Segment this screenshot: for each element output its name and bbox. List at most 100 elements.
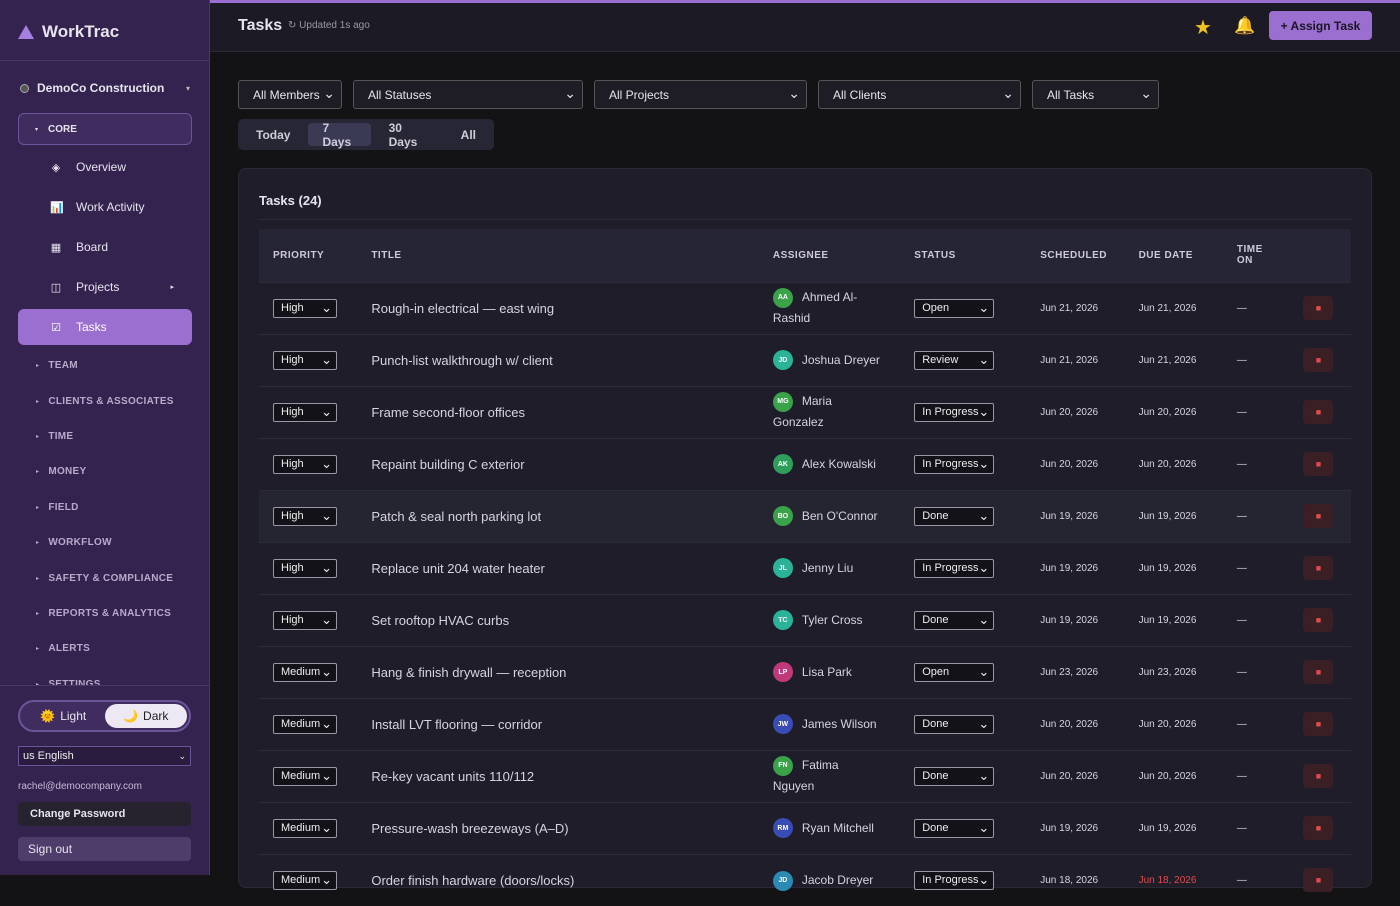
scheduled: Jun 21, 2026	[1026, 281, 1125, 334]
nav-section[interactable]: ▸ TIME	[0, 419, 210, 454]
theme-light[interactable]: 🌞 Light	[40, 709, 87, 723]
filter-select[interactable]: All Tasks	[1032, 80, 1159, 109]
org-switcher[interactable]: DemoCo Construction ▾	[20, 81, 190, 95]
nav-item[interactable]: ▦ Board	[18, 229, 192, 265]
delete-button[interactable]: ■	[1303, 868, 1334, 893]
delete-button[interactable]: ■	[1303, 816, 1334, 840]
status-select[interactable]: Done	[914, 818, 995, 838]
assignee: MG Maria Gonzalez	[772, 391, 883, 433]
delete-button[interactable]: ■	[1303, 452, 1334, 476]
change-password[interactable]: Change Password	[18, 802, 191, 826]
assignee-name: Fatima Nguyen	[772, 758, 839, 793]
column-header: PRIORITY	[259, 229, 358, 282]
tasks-table: PRIORITY TITLE ASSIGNEE STATUS SCHEDULED DUE …	[259, 229, 1351, 906]
nav-section[interactable]: ▸ WORKFLOW	[0, 525, 210, 560]
cell: Done	[900, 593, 1027, 646]
due-date: Jun 19, 2026	[1124, 541, 1223, 594]
task-title: Install LVT flooring — corridor	[357, 697, 759, 750]
range-tab[interactable]: 30 Days	[388, 120, 418, 149]
nav-section[interactable]: ▸ MONEY	[0, 454, 210, 489]
delete-button[interactable]: ■	[1303, 712, 1334, 736]
priority-select[interactable]: Medium	[273, 870, 337, 890]
nav-section[interactable]: ▸ TEAM	[0, 348, 210, 383]
section-icon: ▸	[36, 681, 40, 685]
priority-select[interactable]: High	[273, 610, 337, 630]
cell: TC Tyler Cross	[758, 593, 901, 646]
priority-select[interactable]: High	[273, 402, 337, 422]
range-tab[interactable]: All	[460, 127, 476, 142]
nav-section[interactable]: ▸ FIELD	[0, 490, 210, 525]
cell: ■	[1289, 593, 1351, 646]
nav-label: Projects	[76, 280, 120, 294]
nav-section[interactable]: ▸ SETTINGS	[0, 667, 210, 685]
priority-select[interactable]: Medium	[273, 714, 337, 734]
nav-item[interactable]: 📊 Work Activity	[18, 189, 192, 225]
priority-select[interactable]: Medium	[273, 662, 337, 682]
section-icon: ▸	[36, 433, 40, 440]
priority-select[interactable]: Medium	[273, 766, 337, 786]
priority-select[interactable]: Medium	[273, 818, 337, 838]
delete-button[interactable]: ■	[1303, 556, 1334, 580]
notifications[interactable]: 🔔	[1234, 16, 1256, 35]
nav-section[interactable]: ▸ REPORTS & ANALYTICS	[0, 596, 210, 631]
nav-section[interactable]: ▸ SAFETY & COMPLIANCE	[0, 560, 210, 595]
favorite[interactable]: ★	[1194, 17, 1212, 39]
nav-item[interactable]: ◫ Projects ▸	[18, 269, 192, 305]
filter-select[interactable]: All Clients	[818, 80, 1021, 109]
nav-section[interactable]: ▸ ALERTS	[0, 631, 210, 666]
cell: ■	[1289, 853, 1351, 906]
filter-select[interactable]: All Projects	[594, 80, 807, 109]
status-select[interactable]: In Progress	[914, 558, 995, 578]
brand[interactable]: WorkTrac	[18, 22, 119, 42]
priority-select[interactable]: High	[273, 558, 337, 578]
delete-button[interactable]: ■	[1303, 348, 1334, 372]
status-select[interactable]: Open	[914, 662, 995, 682]
page-title: Tasks	[238, 17, 283, 34]
status-select[interactable]: Done	[914, 714, 995, 734]
nav-icon: ◫	[50, 281, 62, 294]
range-tab[interactable]: Today	[256, 127, 291, 142]
time-on: —	[1222, 489, 1290, 542]
task-row: MediumInstall LVT flooring — corridorJWJ…	[259, 697, 1351, 750]
cell: High	[259, 593, 358, 646]
nav-label: Tasks	[76, 320, 107, 334]
language-select[interactable]: us English ⌄	[18, 746, 191, 766]
priority-select[interactable]: High	[273, 298, 337, 318]
status-select[interactable]: Done	[914, 766, 995, 786]
filter-select[interactable]: All Statuses	[353, 80, 583, 109]
status-select[interactable]: In Progress	[914, 402, 995, 422]
priority-select[interactable]: High	[273, 506, 337, 526]
status-select[interactable]: In Progress	[914, 870, 995, 890]
priority-select[interactable]: High	[273, 350, 337, 370]
cell: ■	[1289, 697, 1351, 750]
assignee: JD Joshua Dreyer	[772, 350, 883, 371]
assignee: TC Tyler Cross	[772, 610, 883, 631]
section-icon: ▸	[36, 504, 40, 511]
status-select[interactable]: Done	[914, 610, 995, 630]
due-date: Jun 19, 2026	[1124, 801, 1223, 854]
delete-button[interactable]: ■	[1303, 608, 1334, 632]
theme-dark[interactable]: 🌙 Dark	[104, 704, 187, 728]
delete-button[interactable]: ■	[1303, 660, 1334, 684]
task-title: Frame second-floor offices	[357, 385, 759, 438]
nav-item[interactable]: ◈ Overview	[18, 149, 192, 185]
range-tab[interactable]: 7 Days	[308, 121, 371, 149]
priority-select[interactable]: High	[273, 454, 337, 474]
core-toggle[interactable]: ▾ CORE	[18, 113, 192, 145]
status-select[interactable]: Open	[914, 298, 995, 318]
delete-button[interactable]: ■	[1303, 764, 1334, 788]
delete-button[interactable]: ■	[1303, 504, 1334, 528]
status-select[interactable]: Review	[914, 350, 995, 370]
filter-select[interactable]: All Members	[238, 80, 342, 109]
section-label: MONEY	[48, 466, 87, 478]
delete-button[interactable]: ■	[1303, 296, 1334, 320]
assign-task[interactable]: + Assign Task	[1269, 11, 1372, 40]
delete-button[interactable]: ■	[1303, 400, 1334, 424]
nav-item[interactable]: ☑ Tasks	[18, 309, 192, 345]
column-header: STATUS	[900, 229, 1027, 282]
sign-out[interactable]: Sign out	[18, 837, 191, 861]
status-select[interactable]: In Progress	[914, 454, 995, 474]
cell: FN Fatima Nguyen	[758, 749, 901, 802]
nav-section[interactable]: ▸ CLIENTS & ASSOCIATES	[0, 383, 210, 418]
status-select[interactable]: Done	[914, 506, 995, 526]
